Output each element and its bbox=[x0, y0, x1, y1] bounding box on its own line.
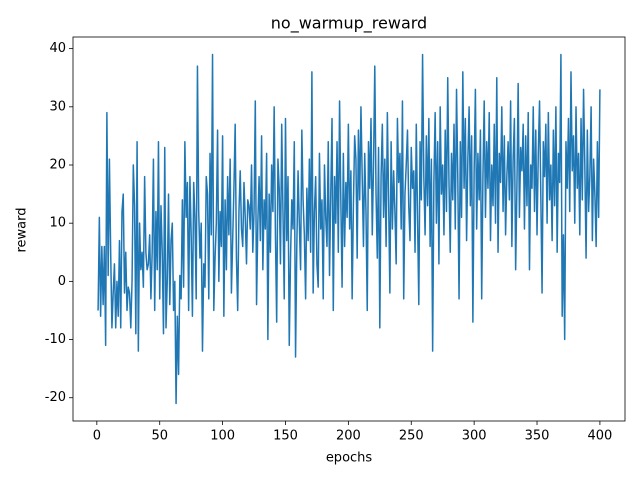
x-tick-label: 150 bbox=[273, 429, 298, 444]
data-line bbox=[97, 53, 601, 405]
x-tick-label: 50 bbox=[151, 429, 168, 444]
x-tick-label: 250 bbox=[399, 429, 424, 444]
x-axis-label: epochs bbox=[326, 451, 373, 466]
plot-frame bbox=[72, 36, 626, 422]
x-tick-label: 300 bbox=[462, 429, 487, 444]
x-tick-label: 400 bbox=[587, 429, 612, 444]
y-tick-label: 30 bbox=[49, 99, 66, 114]
y-tick-label: 0 bbox=[58, 274, 66, 289]
chart-title: no_warmup_reward bbox=[271, 14, 427, 34]
y-tick-label: 10 bbox=[49, 216, 66, 231]
x-tick-label: 350 bbox=[525, 429, 550, 444]
x-tick-label: 0 bbox=[93, 429, 101, 444]
x-tick-label: 100 bbox=[210, 429, 235, 444]
y-tick-label: 20 bbox=[49, 158, 66, 173]
x-tick-label: 200 bbox=[336, 429, 361, 444]
y-axis-label: reward bbox=[15, 207, 30, 252]
y-tick-label: 40 bbox=[49, 41, 66, 56]
y-tick-label: -20 bbox=[45, 390, 66, 405]
y-tick-label: -10 bbox=[45, 332, 66, 347]
